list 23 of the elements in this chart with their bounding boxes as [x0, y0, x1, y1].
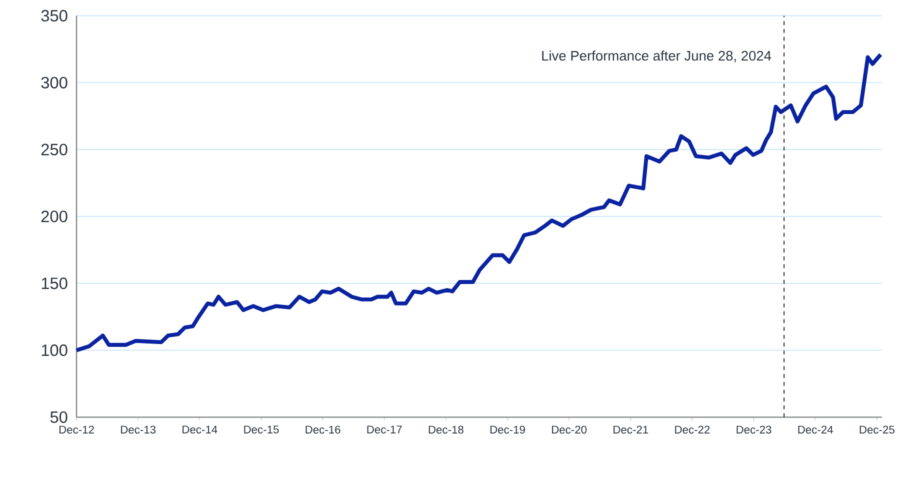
y-tick-label: 350 — [41, 10, 68, 22]
y-tick-label: 250 — [41, 144, 68, 156]
x-tick-label: Dec-23 — [736, 426, 772, 434]
x-tick-label: Dec-17 — [367, 426, 402, 434]
x-tick-label: Dec-20 — [552, 426, 587, 434]
x-tick-label: Dec-15 — [244, 426, 279, 434]
y-tick-label: 150 — [42, 278, 68, 290]
x-tick-label: Dec-14 — [182, 426, 218, 434]
x-tick-label: Dec-18 — [428, 426, 464, 434]
x-tick-label: Dec-24 — [798, 426, 833, 434]
x-tick-label: Dec-16 — [306, 426, 340, 434]
x-tick-label: Dec-13 — [121, 426, 156, 434]
line-series — [74, 52, 883, 352]
x-tick-label: Dec-25 — [860, 426, 894, 434]
x-tick-label: Dec-12 — [59, 426, 94, 434]
y-tick-label: 300 — [41, 76, 68, 89]
ref-line-label: Live Performance after June 28, 2024 — [542, 50, 772, 62]
y-tick-label: 50 — [50, 411, 68, 424]
x-tick-label: Dec-19 — [490, 426, 525, 434]
y-tick-label: 200 — [41, 210, 68, 222]
y-tick-label: 100 — [42, 344, 68, 356]
x-tick-label: Dec-21 — [614, 426, 648, 434]
x-tick-label: Dec-22 — [675, 426, 710, 434]
